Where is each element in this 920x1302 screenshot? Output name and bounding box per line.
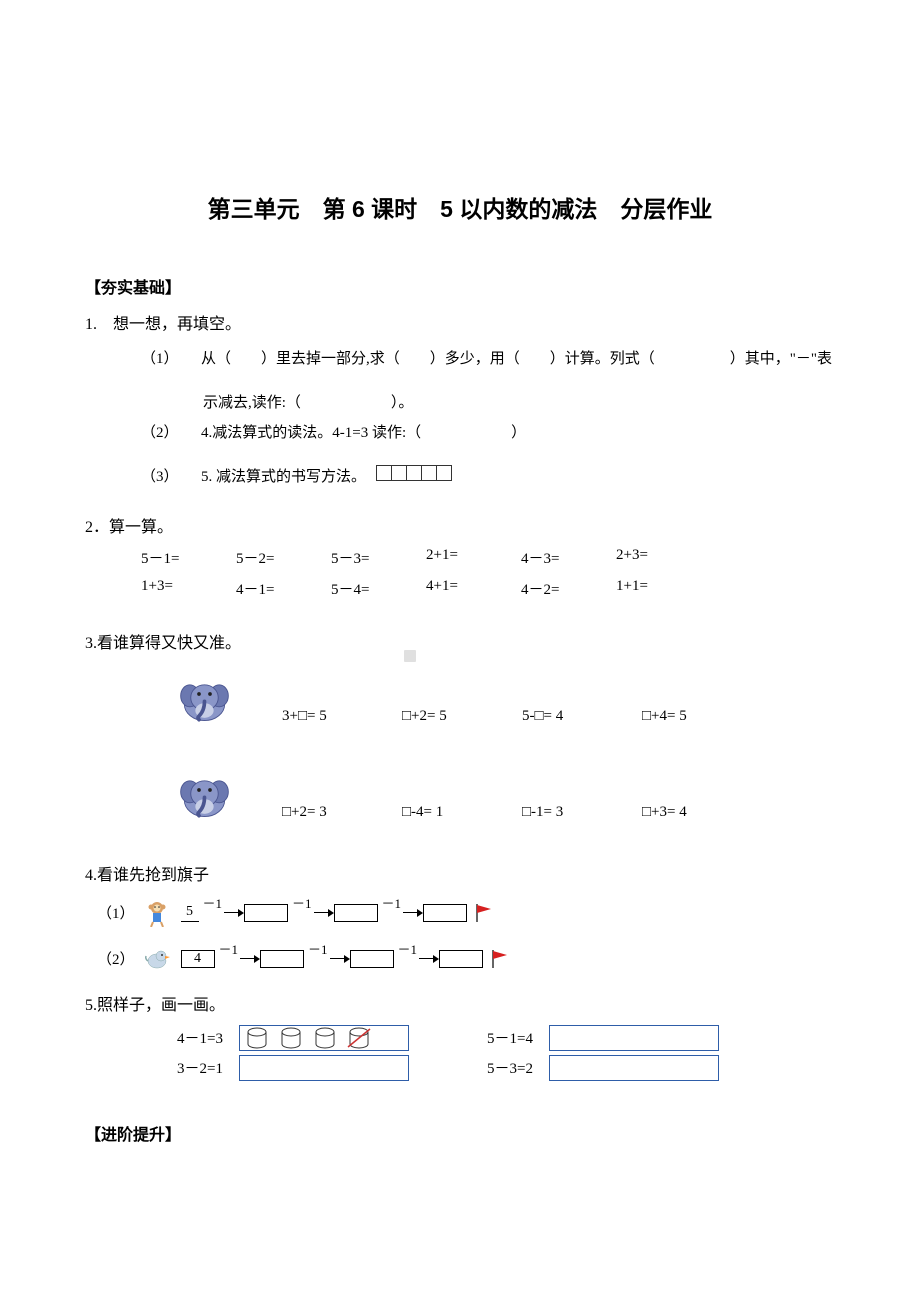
q2-row2: 1+3= 4－1= 5－4= 4+1= 4－2= 1+1=: [141, 578, 835, 599]
q4-row1-label: （1）: [97, 902, 135, 923]
calc-cell: 4－1=: [236, 578, 331, 599]
draw-box-blank[interactable]: [549, 1025, 719, 1051]
q1-sub2-label: （2）: [141, 425, 179, 441]
eq-cell: □-1= 3: [522, 804, 642, 821]
calc-cell: 4－3=: [521, 547, 616, 568]
chain-start-box: 4: [181, 950, 215, 968]
draw-eq: 5－1=4: [487, 1027, 549, 1048]
eq-cell: 3+□= 5: [282, 708, 402, 725]
calc-cell: 5－1=: [141, 547, 236, 568]
section-advanced-header: 【进阶提升】: [85, 1121, 835, 1145]
q4-stem: 4.看谁先抢到旗子: [85, 861, 835, 885]
eq-cell: □-4= 1: [402, 804, 522, 821]
cylinder-icon: [244, 1027, 270, 1049]
eq-cell: □+2= 5: [402, 708, 522, 725]
q1-sub3-label: （3）: [141, 469, 179, 485]
q1-sub3-text: 5. 减法算式的书写方法。: [201, 469, 366, 485]
q5-row1: 4－1=3 5－1=4: [177, 1025, 835, 1051]
answer-box[interactable]: [244, 904, 288, 922]
calc-cell: 4+1=: [426, 578, 521, 599]
calc-cell: 1+3=: [141, 578, 236, 599]
q1-sub3: （3） 5. 减法算式的书写方法。: [141, 462, 835, 493]
q1-sub1: （1） 从（ ）里去掉一部分,求（ ）多少，用（ ）计算。列式（ ）其中，"－"…: [141, 344, 835, 374]
op-label: －1: [382, 893, 402, 912]
q3-stem: 3.看谁算得又快又准。: [85, 629, 835, 653]
q5-stem: 5.照样子，画一画。: [85, 991, 835, 1015]
calc-cell: 4－2=: [521, 578, 616, 599]
op-label: －1: [292, 893, 312, 912]
draw-box-example: [239, 1025, 409, 1051]
draw-eq: 4－1=3: [177, 1027, 239, 1048]
calc-cell: 1+1=: [616, 578, 711, 599]
op-label: －1: [308, 939, 328, 958]
draw-eq: 5－3=2: [487, 1057, 549, 1078]
elephant-icon: [177, 768, 232, 823]
q4-row2: （2） 4 －1 －1 －1: [97, 945, 835, 973]
bird-icon: [143, 945, 171, 973]
calc-cell: 5－2=: [236, 547, 331, 568]
answer-box[interactable]: [423, 904, 467, 922]
q4-row1: （1） 5 －1 －1 －1: [97, 899, 835, 927]
q1-stem: 1. 想一想，再填空。: [85, 310, 835, 334]
draw-box-blank[interactable]: [239, 1055, 409, 1081]
op-label: －1: [219, 939, 239, 958]
cylinder-icon: [278, 1027, 304, 1049]
calc-cell: 2+3=: [616, 547, 711, 568]
eq-cell: □+4= 5: [642, 708, 762, 725]
calc-cell: 5－4=: [331, 578, 426, 599]
flag-icon: [473, 902, 495, 924]
calc-cell: 2+1=: [426, 547, 521, 568]
eq-cell: 5-□= 4: [522, 708, 642, 725]
q5-row2: 3－2=1 5－3=2: [177, 1055, 835, 1081]
op-label: －1: [203, 893, 223, 912]
elephant-icon: [177, 672, 232, 727]
answer-box[interactable]: [260, 950, 304, 968]
cylinder-icon: [312, 1027, 338, 1049]
q1-sub2-text: 4.减法算式的读法。4-1=3 读作:（ ）: [201, 425, 526, 441]
draw-box-blank[interactable]: [549, 1055, 719, 1081]
q1-sub1-cont: 示减去,读作:（ ）。: [203, 388, 835, 418]
flag-icon: [489, 948, 511, 970]
chain-start: 5: [181, 904, 199, 922]
q2-row1: 5－1= 5－2= 5－3= 2+1= 4－3= 2+3=: [141, 547, 835, 568]
answer-box[interactable]: [350, 950, 394, 968]
eq-cell: □+3= 4: [642, 804, 762, 821]
q1-sub2: （2） 4.减法算式的读法。4-1=3 读作:（ ）: [141, 418, 835, 448]
eq-cell: □+2= 3: [282, 804, 402, 821]
q3-row1: 3+□= 5 □+2= 5 5-□= 4 □+4= 5: [177, 659, 835, 727]
q4-row2-label: （2）: [97, 948, 135, 969]
q3-row2: □+2= 3 □-4= 1 □-1= 3 □+3= 4: [177, 755, 835, 823]
q1-sub1-label: （1）: [141, 351, 179, 367]
cylinder-crossed-icon: [346, 1027, 372, 1049]
q1-sub1-text-a: 从（ ）里去掉一部分,求（ ）多少，用（ ）计算。列式（ ）其中，"－"表: [201, 351, 832, 367]
op-label: －1: [398, 939, 418, 958]
answer-box[interactable]: [439, 950, 483, 968]
draw-eq: 3－2=1: [177, 1057, 239, 1078]
chain-start-val: 4: [194, 951, 201, 967]
calc-cell: 5－3=: [331, 547, 426, 568]
writing-grid-icon: [376, 463, 453, 493]
watermark-icon: [404, 650, 416, 662]
section-basics-header: 【夯实基础】: [85, 274, 835, 298]
answer-box[interactable]: [334, 904, 378, 922]
monkey-icon: [143, 899, 171, 927]
page-title: 第三单元 第 6 课时 5 以内数的减法 分层作业: [85, 190, 835, 224]
q2-stem: 2．算一算。: [85, 513, 835, 537]
